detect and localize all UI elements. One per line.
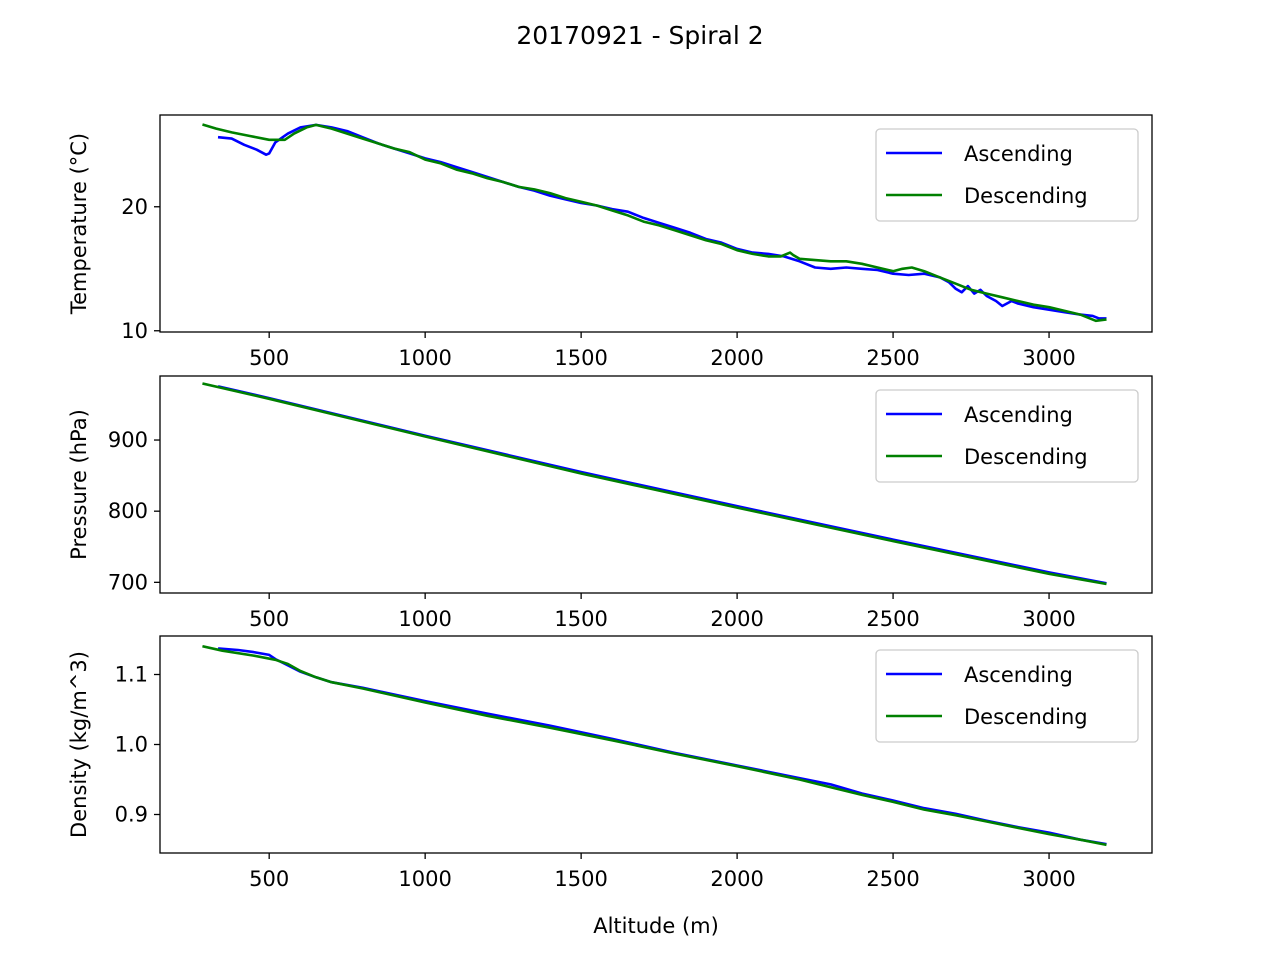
density-y-axis-label: Density (kg/m^3) [67, 651, 91, 838]
figure-title: 20170921 - Spiral 2 [516, 21, 763, 50]
temperature-x-tick-label: 3000 [1022, 346, 1075, 370]
density-x-axis-label: Altitude (m) [593, 914, 719, 938]
density-legend-label-descending: Descending [964, 705, 1088, 729]
density-legend: Ascending Descending [875, 649, 1139, 743]
temperature-legend-label-ascending: Ascending [964, 142, 1073, 166]
pressure-legend: Ascending Descending [875, 389, 1139, 483]
temperature-y-axis-label: Temperature (°C) [67, 133, 91, 315]
density-x-tick-label: 1000 [398, 867, 451, 891]
pressure-y-axis-label: Pressure (hPa) [67, 409, 91, 560]
temperature-series-group [202, 123, 1107, 323]
temperature-x-tick-label: 1500 [554, 346, 607, 370]
density-y-tick-label: 1.1 [115, 663, 148, 687]
density-legend-label-ascending: Ascending [964, 663, 1073, 687]
temperature-y-tick-label: 20 [121, 195, 148, 219]
density-x-tick-label: 3000 [1022, 867, 1075, 891]
density-series-group [202, 644, 1107, 847]
pressure-series-descending-line [202, 382, 1107, 586]
pressure-y-tick-label: 700 [108, 570, 148, 594]
density-panel: 500 1000 1500 2000 2500 3000 0.9 1.0 1.1 Density … [67, 635, 1153, 938]
pressure-x-tick-label: 1500 [554, 607, 607, 631]
pressure-axes-frame [159, 375, 1153, 594]
pressure-x-tick-label: 2000 [710, 607, 763, 631]
temperature-x-tick-label: 1000 [398, 346, 451, 370]
density-x-tick-label: 500 [249, 867, 289, 891]
pressure-legend-label-ascending: Ascending [964, 403, 1073, 427]
pressure-legend-label-descending: Descending [964, 445, 1088, 469]
temperature-series-ascending-line [217, 123, 1107, 320]
pressure-y-tick-label: 900 [108, 428, 148, 452]
subplots: 500 1000 1500 2000 2500 3000 10 20 Temperature (… [67, 114, 1153, 938]
pressure-x-tick-label: 2500 [866, 607, 919, 631]
pressure-x-tick-label: 500 [249, 607, 289, 631]
temperature-panel: 500 1000 1500 2000 2500 3000 10 20 Temperature (… [67, 114, 1153, 370]
temperature-legend: Ascending Descending [875, 128, 1139, 222]
pressure-panel: 500 1000 1500 2000 2500 3000 700 800 900 Pressure… [67, 375, 1153, 631]
temperature-series-descending-line [202, 123, 1107, 323]
density-x-tick-label: 1500 [554, 867, 607, 891]
density-y-tick-label: 0.9 [115, 803, 148, 827]
pressure-y-tick-label: 800 [108, 499, 148, 523]
temperature-x-tick-label: 2000 [710, 346, 763, 370]
pressure-series-group [202, 382, 1107, 586]
pressure-x-tick-label: 3000 [1022, 607, 1075, 631]
density-x-tick-label: 2500 [866, 867, 919, 891]
pressure-x-tick-label: 1000 [398, 607, 451, 631]
temperature-axes-frame [159, 114, 1153, 333]
temperature-legend-label-descending: Descending [964, 184, 1088, 208]
density-y-tick-label: 1.0 [115, 733, 148, 757]
temperature-x-tick-label: 500 [249, 346, 289, 370]
temperature-y-tick-label: 10 [121, 319, 148, 343]
density-x-tick-label: 2000 [710, 867, 763, 891]
temperature-x-tick-label: 2500 [866, 346, 919, 370]
density-series-descending-line [202, 644, 1107, 847]
